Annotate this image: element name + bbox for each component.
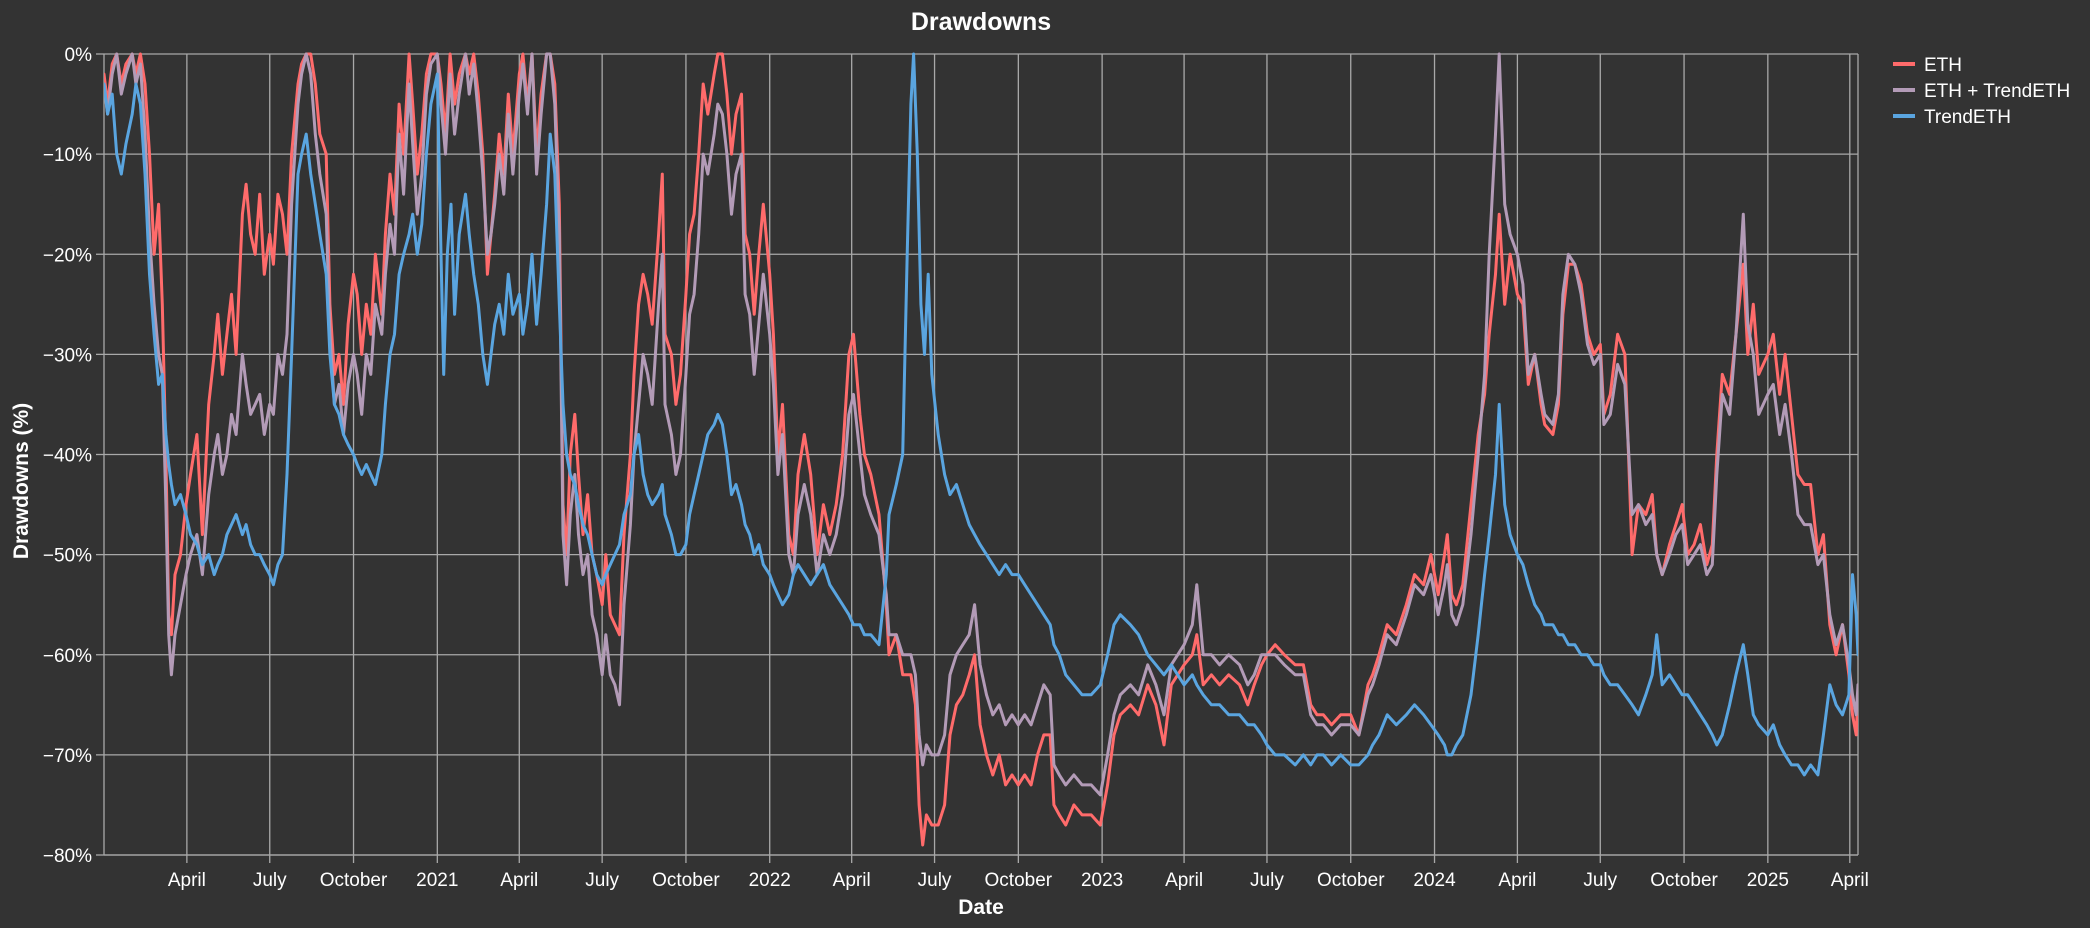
legend-label-eth-trendeth: ETH + TrendETH — [1924, 81, 2070, 102]
x-tick-label: April — [1831, 870, 1869, 891]
y-tick-label: −10% — [43, 145, 92, 166]
legend-label-trendeth: TrendETH — [1924, 107, 2011, 128]
axes: 0% −10% −20% −30% −40% −50% −60% −70% −80% April J… — [43, 45, 1869, 891]
series-line-eth-trendeth — [104, 52, 1858, 797]
legend-label-eth: ETH — [1924, 55, 1962, 76]
x-tick-label: July — [253, 870, 287, 891]
x-axis-title: Date — [958, 896, 1004, 919]
grid — [104, 53, 1858, 856]
x-tick-label: July — [585, 870, 619, 891]
series-lines — [104, 52, 1858, 847]
x-tick-label: April — [1498, 870, 1536, 891]
y-tick-label: −70% — [43, 746, 92, 767]
x-tick-label: April — [168, 870, 206, 891]
x-tick-label: 2022 — [749, 870, 791, 891]
y-axis-title: Drawdowns (%) — [10, 403, 33, 559]
x-tick-label: 2025 — [1747, 870, 1789, 891]
x-tick-label: July — [918, 870, 952, 891]
series-line-eth — [104, 52, 1858, 847]
y-tick-label: −20% — [43, 245, 92, 266]
y-tick-label: −30% — [43, 345, 92, 366]
x-tick-label: July — [1583, 870, 1617, 891]
y-tick-label: −40% — [43, 446, 92, 467]
legend: ETH ETH + TrendETH TrendETH — [1893, 55, 2070, 128]
y-tick-label: 0% — [65, 45, 93, 66]
x-tick-label: October — [320, 870, 388, 891]
y-tick-label: −50% — [43, 546, 92, 567]
x-tick-label: 2024 — [1413, 870, 1456, 891]
x-tick-label: October — [985, 870, 1053, 891]
y-tick-label: −60% — [43, 646, 92, 667]
x-tick-label: 2023 — [1081, 870, 1123, 891]
x-tick-label: April — [833, 870, 871, 891]
x-tick-label: July — [1250, 870, 1284, 891]
x-tick-label: October — [652, 870, 720, 891]
x-tick-label: October — [1650, 870, 1718, 891]
chart-title: Drawdowns — [911, 8, 1051, 36]
x-tick-label: April — [500, 870, 538, 891]
series-line-trendeth — [104, 52, 1858, 777]
x-tick-label: 2021 — [416, 870, 458, 891]
x-tick-label: October — [1317, 870, 1385, 891]
x-tick-label: April — [1165, 870, 1203, 891]
y-tick-label: −80% — [43, 846, 92, 867]
